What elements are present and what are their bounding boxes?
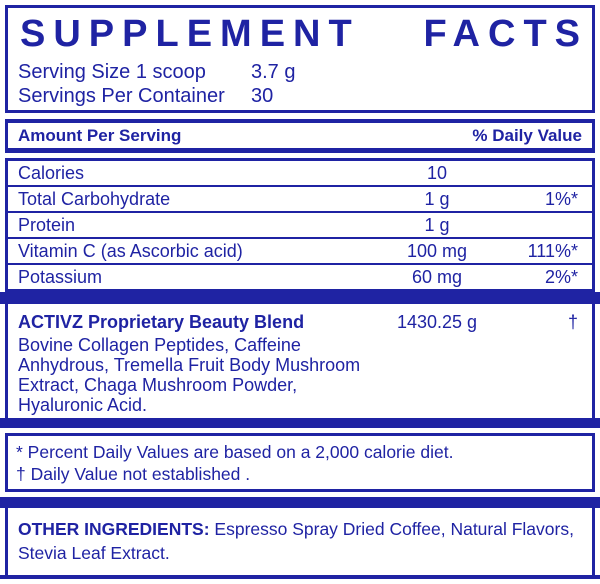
footnotes-section: * Percent Daily Values are based on a 2,… xyxy=(5,433,595,492)
title-word-supplement: SUPPLEMENT xyxy=(20,13,360,55)
table-row-protein: Protein 1 g xyxy=(8,213,592,239)
other-ingredients-label: OTHER INGREDIENTS: xyxy=(18,519,210,539)
nutrients-table: Calories 10 Total Carbohydrate 1 g 1%* P… xyxy=(5,158,595,292)
servings-per-container-row: Servings Per Container 30 xyxy=(18,84,592,108)
blend-dv-dagger: † xyxy=(567,312,578,332)
nutrient-amount: 10 xyxy=(426,163,448,183)
panel-title: SUPPLEMENT FACTS xyxy=(8,8,592,55)
blend-ingredients-line: Anhydrous, Tremella Fruit Body Mushroom xyxy=(18,355,361,375)
serving-size-row: Serving Size 1 scoop 3.7 g xyxy=(18,60,592,84)
serving-size-label: Serving Size 1 scoop xyxy=(18,60,206,83)
thick-divider-bar xyxy=(0,292,600,304)
serving-size-value: 3.7 g xyxy=(251,60,296,83)
other-ingredients-section: OTHER INGREDIENTS: Espresso Spray Dried … xyxy=(5,508,595,575)
nutrient-amount: 60 mg xyxy=(411,267,463,287)
other-ingredients-line2: Stevia Leaf Extract. xyxy=(18,543,170,563)
nutrient-dv: 2%* xyxy=(544,267,578,287)
blend-amount: 1430.25 g xyxy=(396,312,478,332)
table-row-total-carbohydrate: Total Carbohydrate 1 g 1%* xyxy=(8,187,592,213)
nutrient-name: Calories xyxy=(18,163,85,183)
nutrient-amount: 100 mg xyxy=(406,241,468,261)
nutrient-name: Vitamin C (as Ascorbic acid) xyxy=(18,241,243,261)
blend-ingredients: Bovine Collagen Peptides, Caffeine Anhyd… xyxy=(8,335,592,415)
footnote-daily-value-not-established: † Daily Value not established . xyxy=(16,464,251,484)
servings-per-container-value: 30 xyxy=(251,84,274,107)
nutrient-amount: 1 g xyxy=(424,215,450,235)
nutrient-amount: 1 g xyxy=(424,189,450,209)
blend-ingredients-line: Bovine Collagen Peptides, Caffeine xyxy=(18,335,301,355)
blend-row: ACTIVZ Proprietary Beauty Blend 1430.25 … xyxy=(8,309,592,335)
bottom-edge-bar xyxy=(0,575,600,579)
serving-info: Serving Size 1 scoop 3.7 g Servings Per … xyxy=(8,60,592,108)
supplement-facts-label: SUPPLEMENT FACTS Serving Size 1 scoop 3.… xyxy=(0,5,600,584)
table-row-potassium: Potassium 60 mg 2%* xyxy=(8,265,592,289)
amount-per-serving-header: Amount Per Serving xyxy=(18,125,182,145)
table-row-calories: Calories 10 xyxy=(8,161,592,187)
nutrient-dv: 111%* xyxy=(527,241,578,261)
title-word-facts: FACTS xyxy=(423,13,588,55)
blend-ingredients-line: Hyaluronic Acid. xyxy=(18,395,148,415)
daily-value-header: % Daily Value xyxy=(472,125,582,145)
nutrient-dv xyxy=(512,161,592,185)
nutrient-name: Protein xyxy=(18,215,76,235)
nutrient-name: Total Carbohydrate xyxy=(18,189,171,209)
blend-ingredients-line: Extract, Chaga Mushroom Powder, xyxy=(18,375,298,395)
thick-divider-bar xyxy=(0,497,600,508)
table-header-row: Amount Per Serving % Daily Value xyxy=(5,119,595,153)
thick-divider-bar xyxy=(0,418,600,428)
nutrient-dv xyxy=(512,213,592,237)
title-box: SUPPLEMENT FACTS Serving Size 1 scoop 3.… xyxy=(5,5,595,113)
blend-name: ACTIVZ Proprietary Beauty Blend xyxy=(18,312,305,332)
proprietary-blend-section: ACTIVZ Proprietary Beauty Blend 1430.25 … xyxy=(5,304,595,418)
nutrient-dv: 1%* xyxy=(544,189,578,209)
other-ingredients-text: OTHER INGREDIENTS: Espresso Spray Dried … xyxy=(18,517,582,541)
footnote-percent-daily-values: * Percent Daily Values are based on a 2,… xyxy=(16,442,454,462)
other-ingredients-line1: Espresso Spray Dried Coffee, Natural Fla… xyxy=(209,519,574,539)
servings-per-container-label: Servings Per Container xyxy=(18,84,225,107)
nutrient-name: Potassium xyxy=(18,267,103,287)
table-row-vitamin-c: Vitamin C (as Ascorbic acid) 100 mg 111%… xyxy=(8,239,592,265)
